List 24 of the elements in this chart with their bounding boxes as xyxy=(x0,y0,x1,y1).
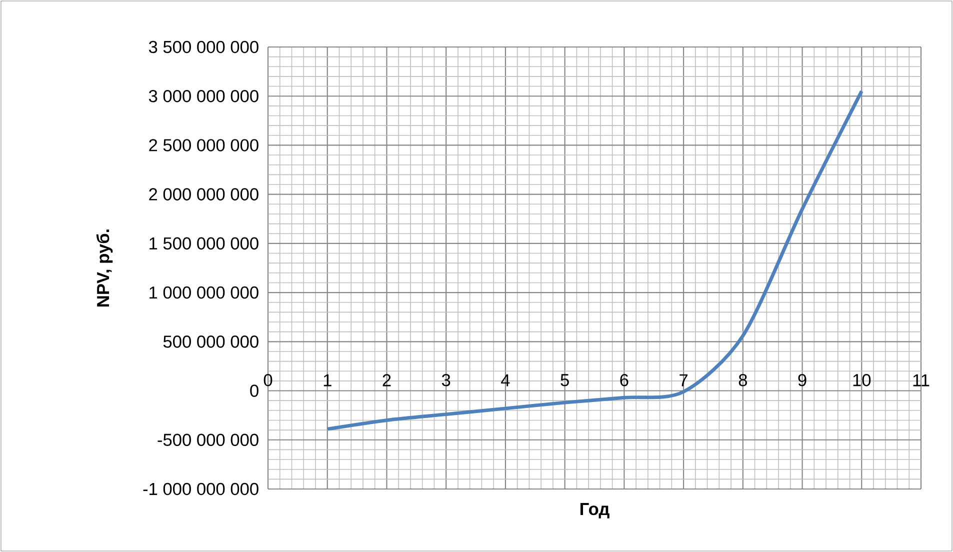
x-tick-label: 1 xyxy=(324,374,332,386)
x-axis-title: Год xyxy=(580,503,610,518)
y-tick-label: 1 500 000 000 xyxy=(150,237,258,250)
x-tick-label: 6 xyxy=(620,374,628,386)
y-tick-label: 2 500 000 000 xyxy=(149,139,258,152)
x-tick-label: 11 xyxy=(913,374,930,386)
y-tick-label: -500 000 000 xyxy=(158,434,258,446)
x-tick-label: 4 xyxy=(501,374,510,386)
y-tick-label: 3 500 000 000 xyxy=(148,40,258,54)
x-tick-label: 5 xyxy=(560,374,569,386)
y-tick-label: -1 000 000 000 xyxy=(143,482,258,496)
x-tick-label: 2 xyxy=(382,374,391,386)
x-tick-label: 10 xyxy=(853,374,871,386)
x-tick-label: 3 xyxy=(442,374,450,386)
x-tick-label: 7 xyxy=(680,374,688,386)
x-tick-label: 0 xyxy=(264,374,272,386)
y-axis-title: NPV, руб. xyxy=(96,230,113,306)
y-tick-label: 2 000 000 000 xyxy=(149,188,258,200)
x-tick-label: 9 xyxy=(798,374,806,386)
y-tick-label: 1 000 000 000 xyxy=(150,286,258,299)
x-tick-label: 8 xyxy=(738,374,747,386)
y-tick-label: 500 000 000 xyxy=(163,336,258,348)
y-tick-label: 3 000 000 000 xyxy=(148,90,258,102)
y-tick-label: 0 xyxy=(250,384,258,397)
